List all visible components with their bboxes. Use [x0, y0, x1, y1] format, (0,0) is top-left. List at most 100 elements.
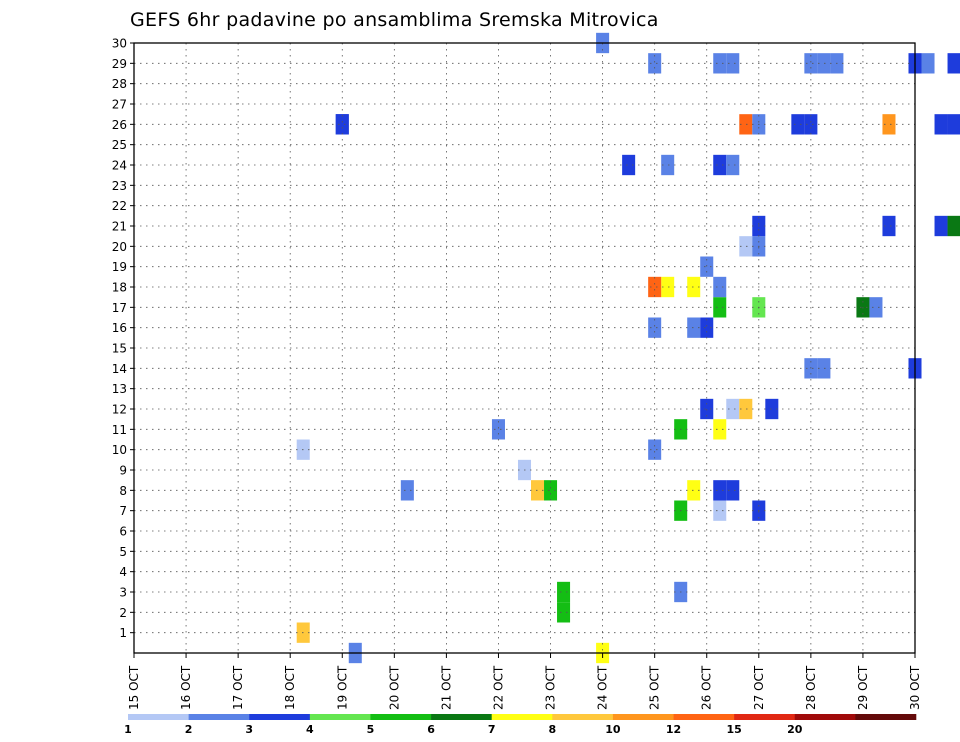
- precip-cell: [687, 480, 701, 501]
- precip-cell: [791, 114, 805, 135]
- colorbar-swatch: [128, 714, 189, 720]
- precip-cell: [739, 398, 753, 420]
- x-tick-label: 25 OCT: [648, 665, 662, 710]
- y-tick-label: 18: [112, 281, 127, 295]
- precip-cell: [661, 154, 675, 176]
- precip-cell: [726, 398, 740, 420]
- precip-cell: [713, 276, 727, 298]
- y-tick-label: 21: [112, 220, 127, 234]
- colorbar-label: 7: [488, 723, 496, 736]
- colorbar-swatch: [309, 714, 371, 720]
- y-tick-label: 15: [112, 342, 127, 356]
- precip-cell: [882, 215, 896, 237]
- y-tick-label: 25: [112, 138, 127, 152]
- precip-cell: [700, 398, 714, 420]
- precip-cell: [804, 53, 818, 74]
- precip-cell: [700, 256, 714, 277]
- colorbar-label: 12: [666, 723, 681, 736]
- colorbar-swatch: [188, 714, 250, 720]
- colorbar-swatch: [612, 714, 674, 720]
- colorbar-swatch: [370, 714, 432, 720]
- precip-cell: [934, 215, 948, 237]
- x-tick-label: 20 OCT: [387, 665, 401, 710]
- precip-cell: [713, 154, 727, 176]
- colorbar-label: 1: [124, 723, 132, 736]
- precip-cell: [713, 297, 727, 318]
- precip-cell: [622, 154, 636, 176]
- y-tick-label: 17: [112, 301, 127, 315]
- precip-cell: [726, 53, 740, 74]
- x-tick-label: 28 OCT: [804, 665, 818, 710]
- y-tick-label: 29: [112, 57, 127, 71]
- precip-cell: [557, 581, 571, 603]
- precip-cell: [726, 480, 740, 501]
- x-tick-label: 21 OCT: [439, 665, 453, 710]
- colorbar-swatch: [249, 714, 311, 720]
- y-tick-label: 14: [112, 362, 127, 376]
- precip-cell: [713, 480, 727, 501]
- precip-cell: [739, 236, 753, 257]
- y-tick-label: 7: [119, 504, 127, 518]
- y-axis-ticks: 1234567891011121314151617181920212223242…: [112, 37, 134, 640]
- precip-cell: [804, 114, 818, 135]
- y-tick-label: 8: [119, 484, 127, 498]
- colorbar-label: 4: [306, 723, 314, 736]
- plot-frame: [133, 42, 916, 654]
- precip-cell: [648, 276, 662, 298]
- y-tick-label: 16: [112, 321, 127, 335]
- y-tick-label: 3: [119, 586, 127, 600]
- precip-cell: [765, 398, 779, 420]
- x-tick-label: 27 OCT: [752, 665, 766, 710]
- y-tick-label: 27: [112, 98, 127, 112]
- y-tick-label: 4: [119, 565, 127, 579]
- x-tick-label: 15 OCT: [127, 665, 141, 710]
- grid-lines: [134, 42, 915, 653]
- precip-cell: [817, 358, 831, 379]
- colorbar: 1 2 3 4 5 6 7 8 10 12 15 20: [124, 714, 917, 736]
- precip-cell: [531, 480, 545, 501]
- y-tick-label: 13: [112, 382, 127, 396]
- y-tick-label: 10: [112, 443, 127, 457]
- x-tick-label: 24 OCT: [596, 665, 610, 710]
- y-tick-label: 23: [112, 179, 127, 193]
- colorbar-label: 3: [245, 723, 253, 736]
- x-tick-label: 29 OCT: [856, 665, 870, 710]
- colorbar-swatch: [491, 714, 553, 720]
- precip-cell: [700, 317, 714, 338]
- precip-cell: [713, 53, 727, 74]
- precip-cell: [648, 439, 662, 460]
- y-tick-label: 9: [119, 464, 127, 478]
- y-tick-label: 11: [112, 423, 127, 437]
- y-tick-label: 2: [119, 606, 127, 620]
- colorbar-label: 20: [787, 723, 803, 736]
- x-tick-label: 23 OCT: [544, 665, 558, 710]
- precip-cell: [947, 114, 960, 135]
- y-tick-label: 24: [112, 159, 127, 173]
- precip-cell: [544, 480, 558, 501]
- precip-cell: [335, 114, 349, 135]
- colorbar-label: 2: [185, 723, 193, 736]
- y-tick-label: 1: [119, 626, 127, 640]
- x-tick-label: 16 OCT: [179, 665, 193, 710]
- chart-title: GEFS 6hr padavine po ansamblima Sremska …: [130, 9, 659, 31]
- y-tick-label: 28: [112, 77, 127, 91]
- precip-cell: [817, 53, 831, 74]
- colorbar-swatch: [794, 714, 856, 720]
- colorbar-label: 15: [726, 723, 741, 736]
- precip-cells: [296, 32, 960, 664]
- x-tick-label: 30 OCT: [908, 665, 922, 710]
- y-tick-label: 22: [112, 199, 127, 213]
- colorbar-label: 5: [367, 723, 375, 736]
- y-tick-label: 20: [112, 240, 127, 254]
- precip-cell: [648, 317, 662, 338]
- y-tick-label: 26: [112, 118, 127, 132]
- precip-cell: [934, 114, 948, 135]
- precip-cell: [400, 480, 414, 501]
- precip-cell: [739, 114, 753, 135]
- precip-cell: [921, 53, 935, 74]
- precip-cell: [947, 215, 960, 237]
- x-tick-label: 26 OCT: [700, 665, 714, 710]
- y-tick-label: 19: [112, 260, 127, 274]
- precip-cell: [713, 500, 727, 521]
